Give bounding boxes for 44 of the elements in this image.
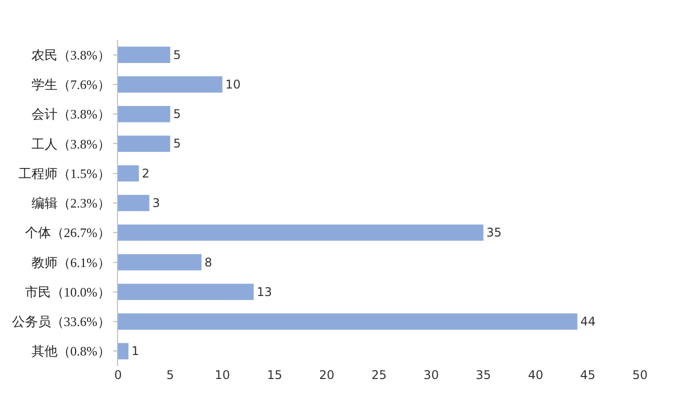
data-label: 2 xyxy=(142,166,150,180)
x-tick-label: 20 xyxy=(319,368,334,382)
data-label: 1 xyxy=(131,344,140,358)
data-label: 5 xyxy=(173,107,181,122)
y-tick-label: 教师（6.1%） xyxy=(31,254,110,270)
data-label: 44 xyxy=(580,314,596,329)
x-tick-label: 50 xyxy=(632,368,648,382)
x-tick-label: 5 xyxy=(166,368,174,382)
y-tick-label: 工人（3.8%） xyxy=(31,136,110,152)
bar xyxy=(118,343,128,360)
x-tick-label: 15 xyxy=(266,368,282,382)
x-tick-label: 0 xyxy=(114,368,122,382)
y-tick-label: 学生（7.6%） xyxy=(31,77,110,92)
data-label: 35 xyxy=(486,226,502,240)
x-tick-label: 10 xyxy=(214,368,230,382)
bar xyxy=(118,313,578,330)
bar xyxy=(118,194,150,212)
y-tick-label: 农民（3.8%） xyxy=(31,47,110,62)
bar xyxy=(118,46,170,63)
bar xyxy=(118,224,484,241)
y-tick-label: 公务员（33.6%） xyxy=(12,314,110,330)
bar xyxy=(118,106,170,122)
bar xyxy=(118,284,254,300)
bar xyxy=(118,136,170,152)
x-tick-label: 25 xyxy=(371,368,387,382)
data-label: 10 xyxy=(225,77,241,92)
data-label: 5 xyxy=(173,136,181,151)
x-tick-label: 40 xyxy=(528,368,544,382)
y-tick-label: 个体（26.7%） xyxy=(24,225,110,240)
bar xyxy=(118,254,202,270)
x-tick-label: 30 xyxy=(424,368,439,382)
bar xyxy=(118,76,222,93)
data-label: 3 xyxy=(152,196,160,210)
data-label: 13 xyxy=(256,284,272,299)
data-label: 5 xyxy=(173,48,181,62)
y-tick-label: 其他（0.8%） xyxy=(31,344,110,359)
data-label: 8 xyxy=(204,255,212,270)
bar xyxy=(118,165,139,182)
y-tick-label: 市民（10.0%） xyxy=(24,284,110,300)
x-tick-label: 45 xyxy=(580,368,596,382)
y-tick-label: 工程师（1.5%） xyxy=(18,166,110,181)
y-tick-label: 会计（3.8%） xyxy=(31,106,110,122)
x-tick-label: 35 xyxy=(476,368,492,382)
y-tick-label: 编辑（2.3%） xyxy=(31,196,110,211)
